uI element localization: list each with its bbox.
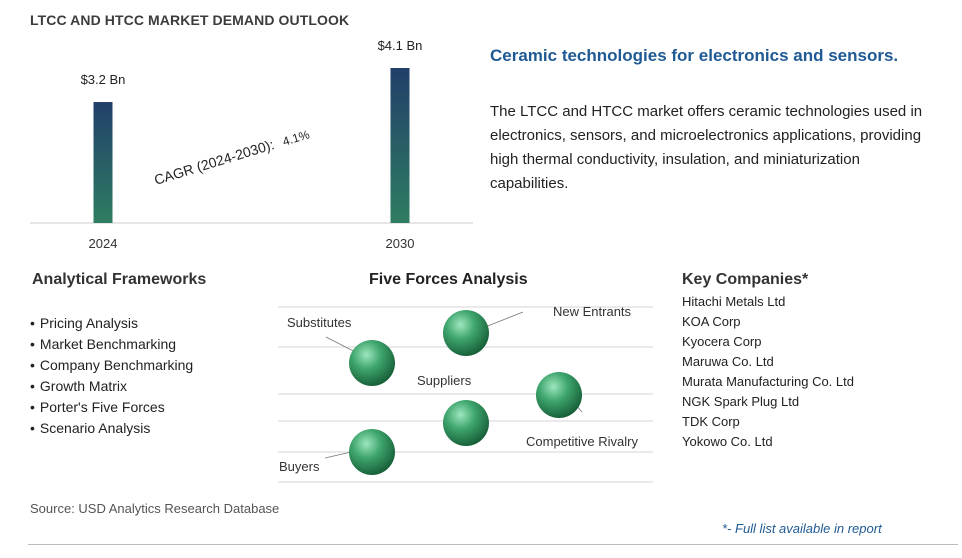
bar-value-label: $4.1 Bn (378, 38, 423, 53)
sphere-buyers (349, 429, 395, 475)
label-buyers: Buyers (279, 459, 320, 474)
description: The LTCC and HTCC market offers ceramic … (490, 103, 923, 192)
list-item: Porter's Five Forces (30, 397, 193, 418)
bar-2024 (93, 102, 113, 223)
list-item: Kyocera Corp (682, 334, 762, 349)
chart-title: LTCC AND HTCC MARKET DEMAND OUTLOOK (30, 12, 350, 28)
five-forces-title: Five Forces Analysis (369, 271, 528, 288)
source-note: Source: USD Analytics Research Database (30, 501, 280, 516)
cagr-value: 4.1% (281, 127, 312, 148)
five-forces-diagram: New Entrants Substitutes Suppliers Compe… (278, 304, 653, 483)
bar-2030 (390, 68, 410, 223)
cagr-annotation: CAGR (2024-2030): 4.1% (152, 127, 312, 188)
companies-title: Key Companies* (682, 271, 809, 288)
sphere-substitutes (349, 340, 395, 386)
sphere-competitive-rivalry (536, 372, 582, 418)
companies-list: Hitachi Metals Ltd KOA Corp Kyocera Corp… (682, 292, 854, 452)
list-item: Yokowo Co. Ltd (682, 434, 773, 449)
cagr-label: CAGR (2024-2030): (152, 136, 276, 188)
sphere-new-entrants (443, 310, 489, 356)
headline: Ceramic technologies for electronics and… (490, 46, 899, 65)
label-substitutes: Substitutes (287, 315, 352, 330)
frameworks-title: Analytical Frameworks (32, 271, 207, 288)
list-item: Hitachi Metals Ltd (682, 294, 786, 309)
list-item: Scenario Analysis (30, 418, 193, 439)
category-label: 2030 (386, 236, 415, 251)
list-item: Pricing Analysis (30, 313, 193, 334)
list-item: Company Benchmarking (30, 355, 193, 376)
footnote: *- Full list available in report (722, 521, 882, 536)
list-item: NGK Spark Plug Ltd (682, 394, 800, 409)
list-item: TDK Corp (682, 414, 740, 429)
label-competitive-rivalry: Competitive Rivalry (526, 434, 638, 449)
list-item: KOA Corp (682, 314, 741, 329)
sphere-suppliers (443, 400, 489, 446)
label-suppliers: Suppliers (417, 373, 472, 388)
list-item: Growth Matrix (30, 376, 193, 397)
bar-chart: $3.2 Bn 2024 $4.1 Bn 2030 CAGR (2024-2030):… (30, 38, 473, 251)
list-item: Murata Manufacturing Co. Ltd (682, 374, 854, 389)
category-label: 2024 (89, 236, 118, 251)
frameworks-list: Pricing Analysis Market Benchmarking Com… (30, 313, 193, 439)
bar-value-label: $3.2 Bn (81, 72, 126, 87)
list-item: Maruwa Co. Ltd (682, 354, 774, 369)
label-new-entrants: New Entrants (553, 304, 632, 319)
divider (28, 544, 958, 545)
list-item: Market Benchmarking (30, 334, 193, 355)
